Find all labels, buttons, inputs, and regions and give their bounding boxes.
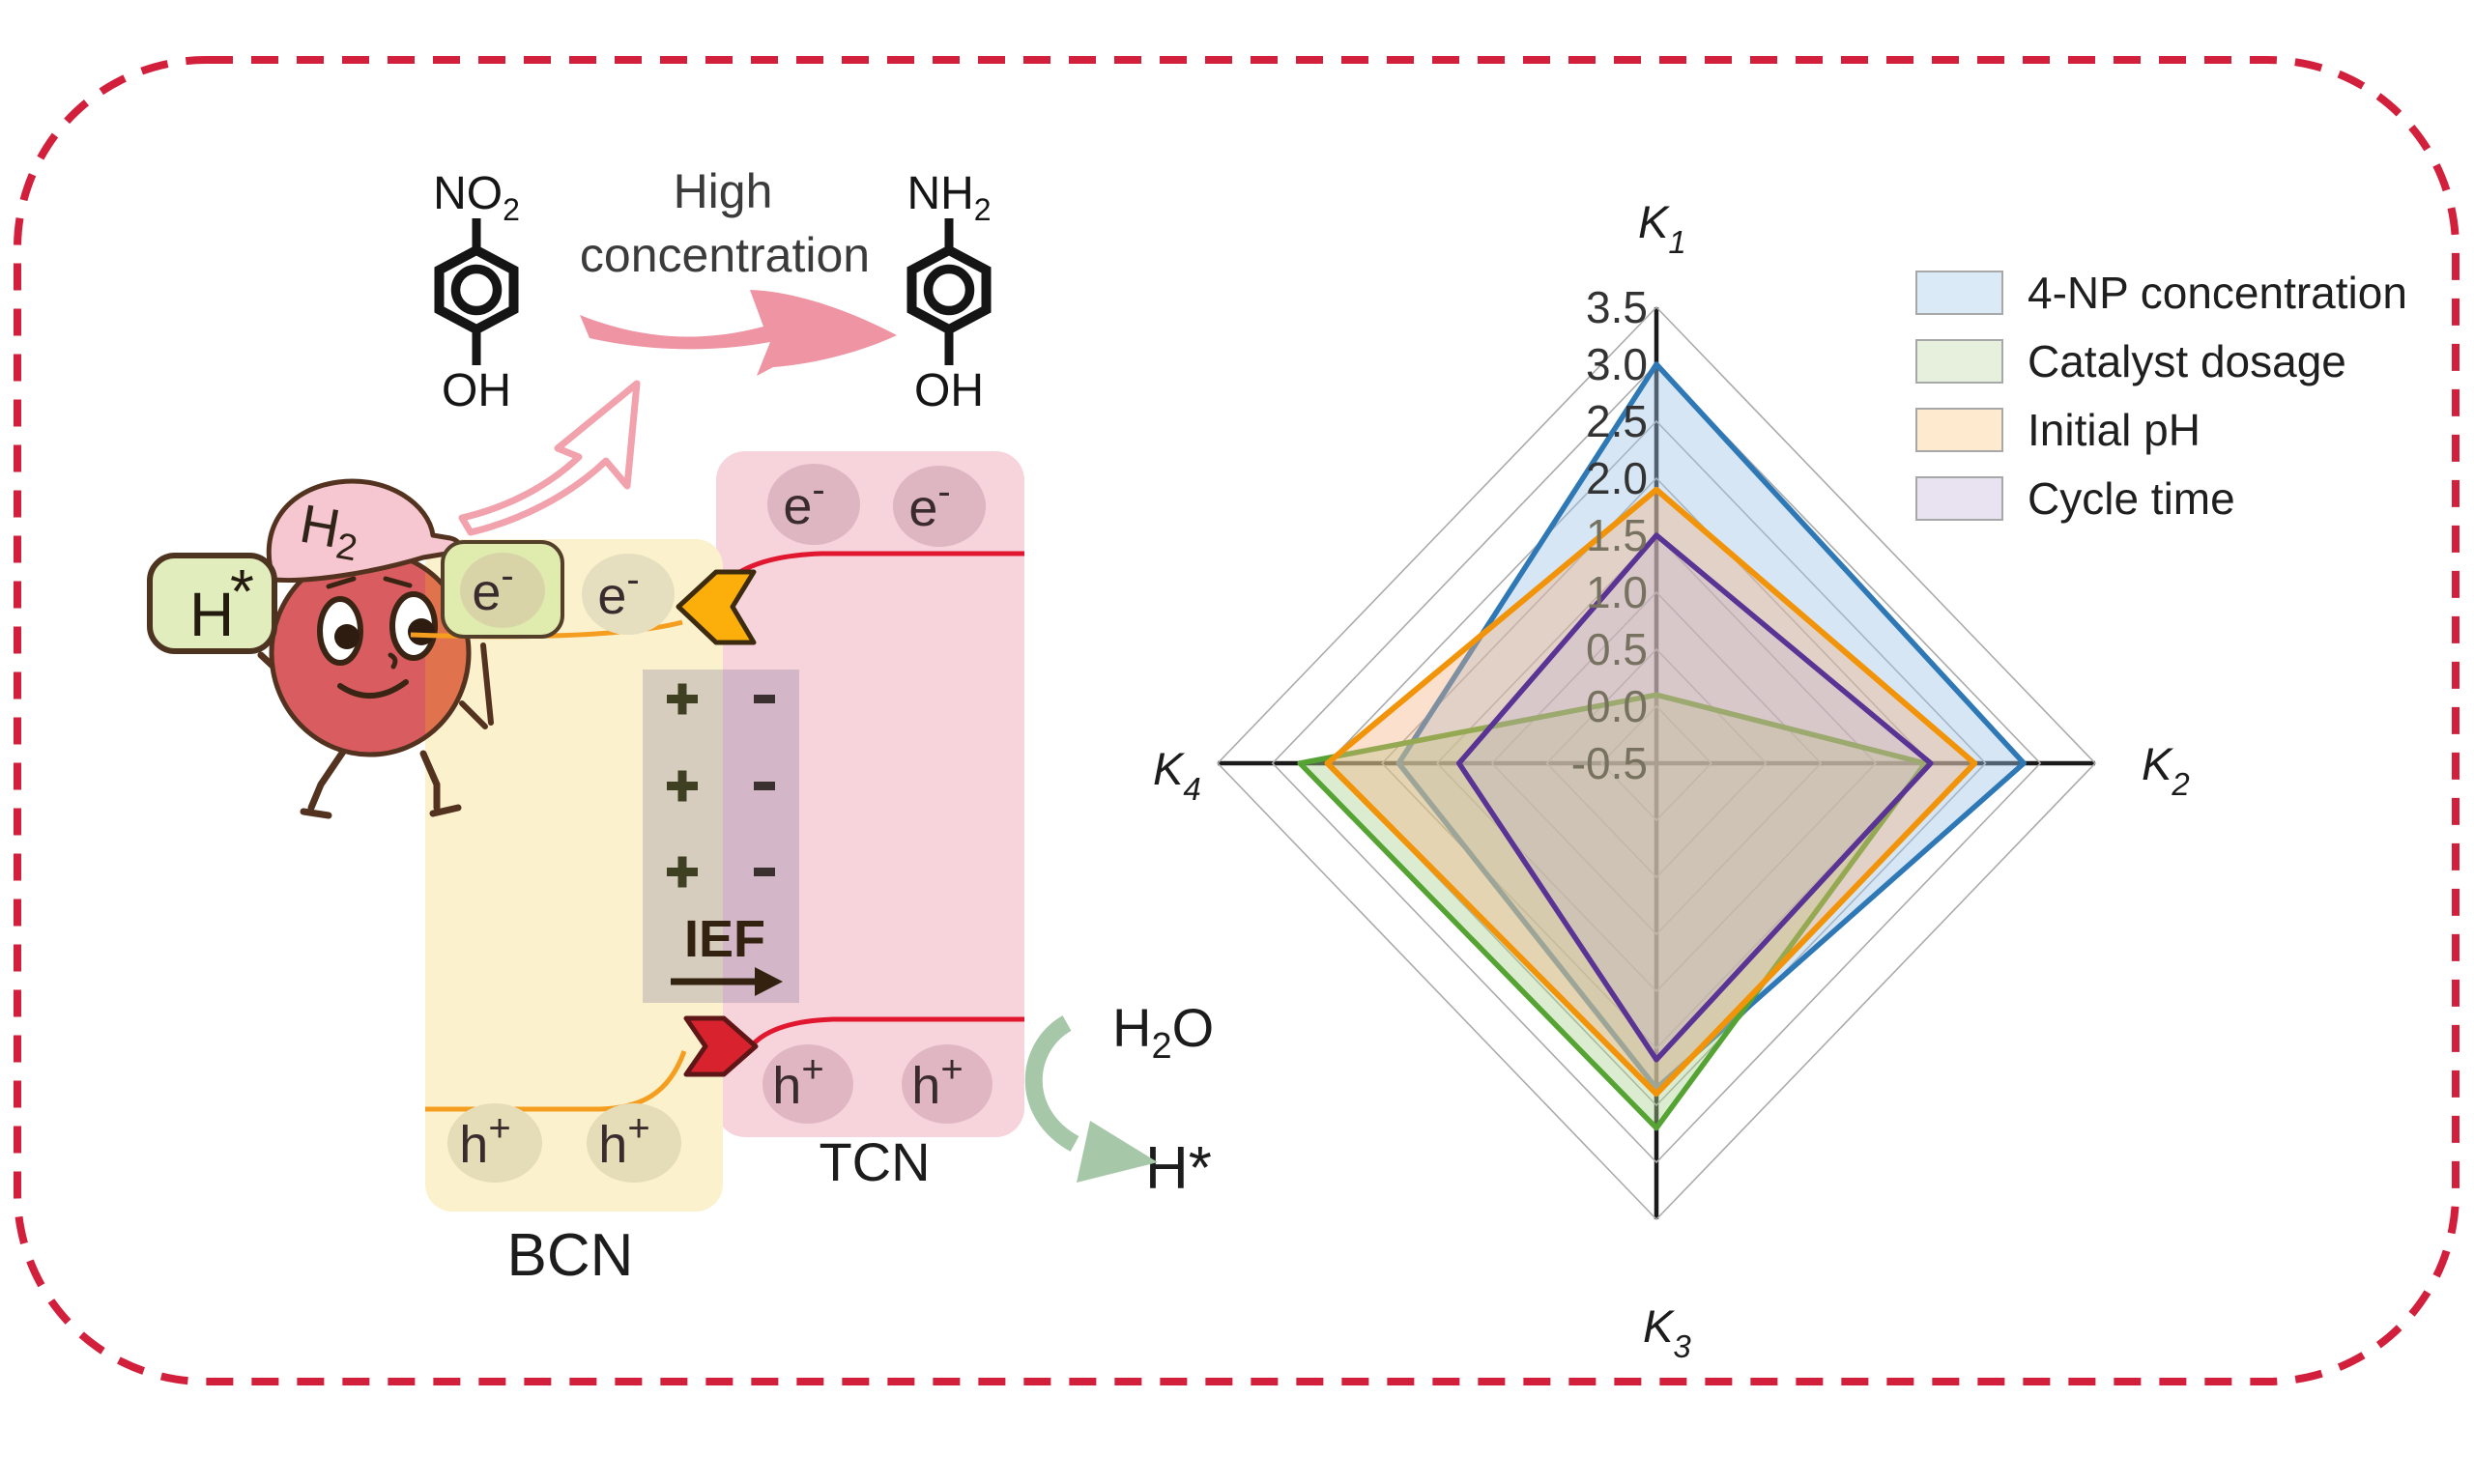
svg-text:Cycle time: Cycle time [2028,473,2235,524]
svg-text:H: H [189,580,234,649]
svg-text:h+: h+ [598,1107,649,1174]
svg-text:Catalyst dosage: Catalyst dosage [2028,336,2346,386]
svg-text:3.5: 3.5 [1586,282,1648,332]
svg-text:TCN: TCN [819,1131,930,1192]
svg-text:OH: OH [442,365,511,416]
svg-text:h+: h+ [772,1048,823,1115]
svg-text:Initial pH: Initial pH [2028,405,2201,455]
svg-text:concentration: concentration [580,228,870,282]
svg-text:NO2: NO2 [433,168,520,227]
svg-text:2.5: 2.5 [1586,396,1648,446]
svg-text:e-: e- [783,469,824,535]
svg-text:2.0: 2.0 [1586,453,1648,503]
svg-text:4-NP concentration: 4-NP concentration [2028,268,2407,318]
svg-text:BCN: BCN [507,1222,634,1289]
svg-text:1.5: 1.5 [1586,510,1648,560]
svg-text:OH: OH [914,365,984,416]
svg-text:0.5: 0.5 [1586,624,1648,674]
svg-text:*: * [230,556,254,626]
svg-text:0.0: 0.0 [1586,681,1648,731]
svg-text:IEF: IEF [684,910,765,968]
svg-text:h+: h+ [459,1107,510,1174]
svg-text:h+: h+ [911,1048,963,1115]
svg-text:High: High [674,164,773,218]
svg-text:H*: H* [1145,1135,1212,1202]
svg-text:1.0: 1.0 [1586,567,1648,617]
svg-text:-0.5: -0.5 [1571,738,1648,788]
svg-text:e-: e- [908,471,950,537]
svg-text:H2O: H2O [1112,997,1214,1067]
svg-text:3.0: 3.0 [1586,339,1648,389]
